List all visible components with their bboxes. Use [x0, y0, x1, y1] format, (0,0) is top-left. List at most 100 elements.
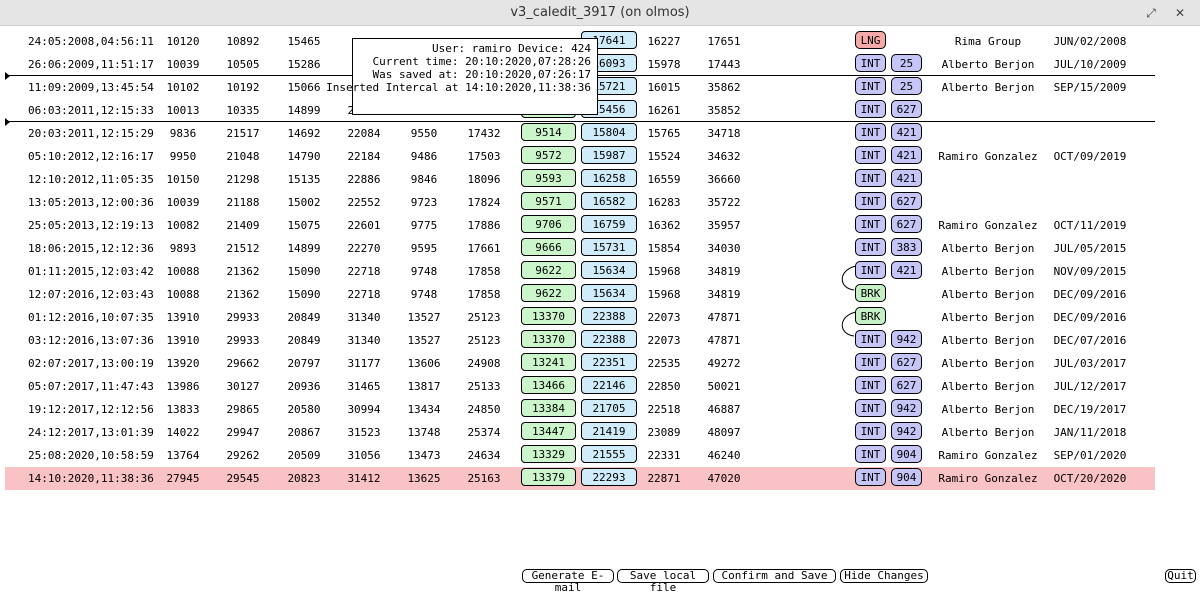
measured-value-box[interactable]: 13379 [521, 468, 576, 486]
device-number-tag[interactable]: 627 [891, 215, 922, 233]
type-tag[interactable]: INT [855, 422, 886, 440]
type-tag[interactable]: INT [855, 330, 886, 348]
type-tag[interactable]: INT [855, 54, 886, 72]
restore-window-icon[interactable]: ⤢ [1146, 6, 1156, 20]
table-row[interactable]: 05:07:2017,11:47:43 13986 30127 20936 31465 1… [5, 375, 1155, 398]
device-number-tag[interactable]: 627 [891, 100, 922, 118]
reference-value-box[interactable]: 21705 [581, 399, 637, 417]
device-number-tag[interactable]: 383 [891, 238, 922, 256]
type-tag[interactable]: INT [855, 261, 886, 279]
value-cell: 16227 [647, 35, 681, 48]
type-tag[interactable]: INT [855, 100, 886, 118]
saved-date-cell: JUL/03/2017 [1053, 357, 1127, 370]
type-tag[interactable]: INT [855, 376, 886, 394]
window-titlebar: v3_caledit_3917 (on olmos) ⤢ ✕ [0, 0, 1200, 26]
type-tag[interactable]: INT [855, 353, 886, 371]
device-number-tag[interactable]: 25 [891, 77, 922, 95]
save-local-file-button[interactable]: Save local file [617, 569, 709, 594]
table-row[interactable]: 14:10:2020,11:38:36 27945 29545 20823 31412 1… [5, 467, 1155, 490]
measured-value-box[interactable]: 13329 [521, 445, 576, 463]
table-row[interactable]: 24:12:2017,13:01:39 14022 29947 20867 31523 1… [5, 421, 1155, 444]
reference-value-box[interactable]: 15731 [581, 238, 637, 256]
device-number-tag[interactable]: 421 [891, 261, 922, 279]
reference-value-box[interactable]: 15804 [581, 123, 637, 141]
measured-value-box[interactable]: 13370 [521, 330, 576, 348]
reference-value-box[interactable]: 22388 [581, 330, 637, 348]
confirm-and-save-button[interactable]: Confirm and Save [713, 569, 836, 583]
measured-value-box[interactable]: 13241 [521, 353, 576, 371]
reference-value-box[interactable]: 21419 [581, 422, 637, 440]
type-tag[interactable]: LNG [855, 31, 886, 49]
device-number-tag[interactable]: 942 [891, 330, 922, 348]
device-number-tag[interactable]: 421 [891, 169, 922, 187]
type-tag[interactable]: INT [855, 77, 886, 95]
reference-value-box[interactable]: 16258 [581, 169, 637, 187]
table-row[interactable]: 01:12:2016,10:07:35 13910 29933 20849 31340 1… [5, 306, 1155, 329]
type-tag[interactable]: BRK [855, 284, 886, 302]
device-number-tag[interactable]: 627 [891, 192, 922, 210]
measured-value-box[interactable]: 13370 [521, 307, 576, 325]
hide-changes-button[interactable]: Hide Changes [840, 569, 928, 583]
device-number-tag[interactable]: 627 [891, 353, 922, 371]
type-tag[interactable]: INT [855, 169, 886, 187]
table-row[interactable]: 02:07:2017,13:00:19 13920 29662 20797 31177 1… [5, 352, 1155, 375]
measured-value-box[interactable]: 13466 [521, 376, 576, 394]
reference-value-box[interactable]: 22351 [581, 353, 637, 371]
reference-value-box[interactable]: 21555 [581, 445, 637, 463]
measured-value-box[interactable]: 9572 [521, 146, 576, 164]
measured-value-box[interactable]: 9593 [521, 169, 576, 187]
measured-value-box[interactable]: 13384 [521, 399, 576, 417]
type-tag[interactable]: INT [855, 192, 886, 210]
reference-value-box[interactable]: 15634 [581, 261, 637, 279]
type-tag[interactable]: INT [855, 146, 886, 164]
table-row[interactable]: 12:10:2012,11:05:35 10150 21298 15135 22886 9… [5, 168, 1155, 191]
type-tag[interactable]: INT [855, 123, 886, 141]
device-number-tag[interactable]: 421 [891, 123, 922, 141]
device-number-tag[interactable]: 942 [891, 422, 922, 440]
type-tag[interactable]: INT [855, 445, 886, 463]
measured-value-box[interactable]: 9622 [521, 261, 576, 279]
table-row[interactable]: 13:05:2013,12:00:36 10039 21188 15002 22552 9… [5, 191, 1155, 214]
reference-value-box[interactable]: 22293 [581, 468, 637, 486]
generate-email-button[interactable]: Generate E-mail [522, 569, 614, 594]
measured-value-box[interactable]: 9666 [521, 238, 576, 256]
table-row[interactable]: 19:12:2017,12:12:56 13833 29865 20580 30994 1… [5, 398, 1155, 421]
device-number-tag[interactable]: 904 [891, 468, 922, 486]
device-number-tag[interactable]: 421 [891, 146, 922, 164]
value-cell: 25163 [467, 472, 501, 485]
measured-value-box[interactable]: 9514 [521, 123, 576, 141]
type-tag[interactable]: INT [855, 238, 886, 256]
type-tag[interactable]: INT [855, 468, 886, 486]
reference-value-box[interactable]: 15987 [581, 146, 637, 164]
device-number-tag[interactable]: 25 [891, 54, 922, 72]
measured-value-box[interactable]: 9706 [521, 215, 576, 233]
device-number-tag[interactable]: 904 [891, 445, 922, 463]
table-row[interactable]: 01:11:2015,12:03:42 10088 21362 15090 22718 9… [5, 260, 1155, 283]
table-row[interactable]: 11:09:2009,13:45:54 10102 10192 15066 16015 3… [5, 76, 1155, 99]
reference-value-box[interactable]: 22146 [581, 376, 637, 394]
table-row[interactable]: 20:03:2011,12:15:29 9836 21517 14692 22084 95… [5, 122, 1155, 145]
table-row[interactable]: 18:06:2015,12:12:36 9893 21512 14899 22270 95… [5, 237, 1155, 260]
table-row[interactable]: 25:08:2020,10:58:59 13764 29262 20509 31056 1… [5, 444, 1155, 467]
quit-button[interactable]: Quit [1165, 569, 1196, 583]
type-tag[interactable]: INT [855, 399, 886, 417]
device-number-tag[interactable]: 627 [891, 376, 922, 394]
reference-value-box[interactable]: 16759 [581, 215, 637, 233]
measured-value-box[interactable]: 9622 [521, 284, 576, 302]
reference-value-box[interactable]: 16582 [581, 192, 637, 210]
measured-value-box[interactable]: 9571 [521, 192, 576, 210]
table-row[interactable]: 12:07:2016,12:03:43 10088 21362 15090 22718 9… [5, 283, 1155, 306]
measured-value-box[interactable]: 13447 [521, 422, 576, 440]
value-cell: 13920 [166, 357, 200, 370]
device-number-tag[interactable]: 942 [891, 399, 922, 417]
table-row[interactable]: 03:12:2016,13:07:36 13910 29933 20849 31340 1… [5, 329, 1155, 352]
table-row[interactable]: 05:10:2012,12:16:17 9950 21048 14790 22184 94… [5, 145, 1155, 168]
type-tag[interactable]: BRK [855, 307, 886, 325]
table-row[interactable]: 25:05:2013,12:19:13 10082 21409 15075 22601 9… [5, 214, 1155, 237]
reference-value-box[interactable]: 22388 [581, 307, 637, 325]
reference-value-box[interactable]: 15634 [581, 284, 637, 302]
table-row[interactable]: 24:05:2008,04:56:11 10120 10892 15465 16227 1… [5, 30, 1155, 53]
type-tag[interactable]: INT [855, 215, 886, 233]
value-cell: 17503 [467, 150, 501, 163]
close-window-icon[interactable]: ✕ [1174, 6, 1186, 20]
